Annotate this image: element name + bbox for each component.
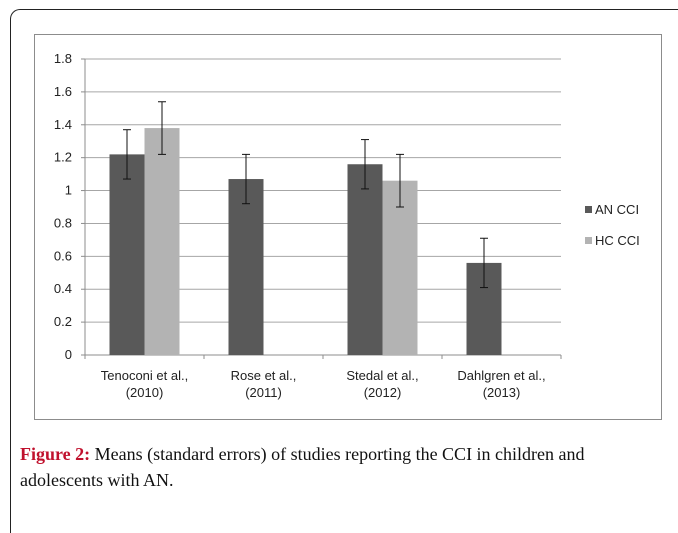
bar-chart: 0 0.2 0.4 0.6 0.8 1 1.2 1.4 1.6 1.8 Tenoconi et al… [54,51,640,400]
y-tick-label: 1.2 [54,150,72,165]
x-category-label: (2013) [483,385,521,400]
figure-caption: Figure 2: Means (standard errors) of stu… [20,441,670,493]
bar-an-cci [347,164,383,355]
y-tick-label: 0.6 [54,248,72,263]
legend-label: AN CCI [595,202,639,217]
y-tick-label: 0 [65,347,72,362]
y-tick-label: 0.8 [54,215,72,230]
x-category-label: Stedal et al., [346,368,418,383]
x-category-label: Dahlgren et al., [457,368,545,383]
bar-hc-cci [382,180,418,355]
y-tick-label: 0.4 [54,281,72,296]
caption-text: Means (standard errors) of studies repor… [20,444,585,490]
y-tick-label: 1 [65,183,72,198]
caption-label: Figure 2: [20,444,91,464]
y-tick-label: 1.4 [54,117,72,132]
legend-swatch [585,206,592,213]
x-category-label: (2010) [126,385,164,400]
x-category-label: Rose et al., [231,368,297,383]
legend-swatch [585,237,592,244]
y-tick-label: 1.8 [54,51,72,66]
y-tick-label: 1.6 [54,84,72,99]
figure-frame [10,9,678,533]
chart-container: 0 0.2 0.4 0.6 0.8 1 1.2 1.4 1.6 1.8 Tenoconi et al… [34,34,662,420]
bar-hc-cci [144,128,180,355]
bar-an-cci [228,179,264,355]
bar-an-cci [109,154,145,355]
x-category-label: Tenoconi et al., [101,368,188,383]
x-category-label: (2012) [364,385,402,400]
y-tick-label: 0.2 [54,314,72,329]
x-category-label: (2011) [245,385,282,400]
legend-label: HC CCI [595,233,640,248]
